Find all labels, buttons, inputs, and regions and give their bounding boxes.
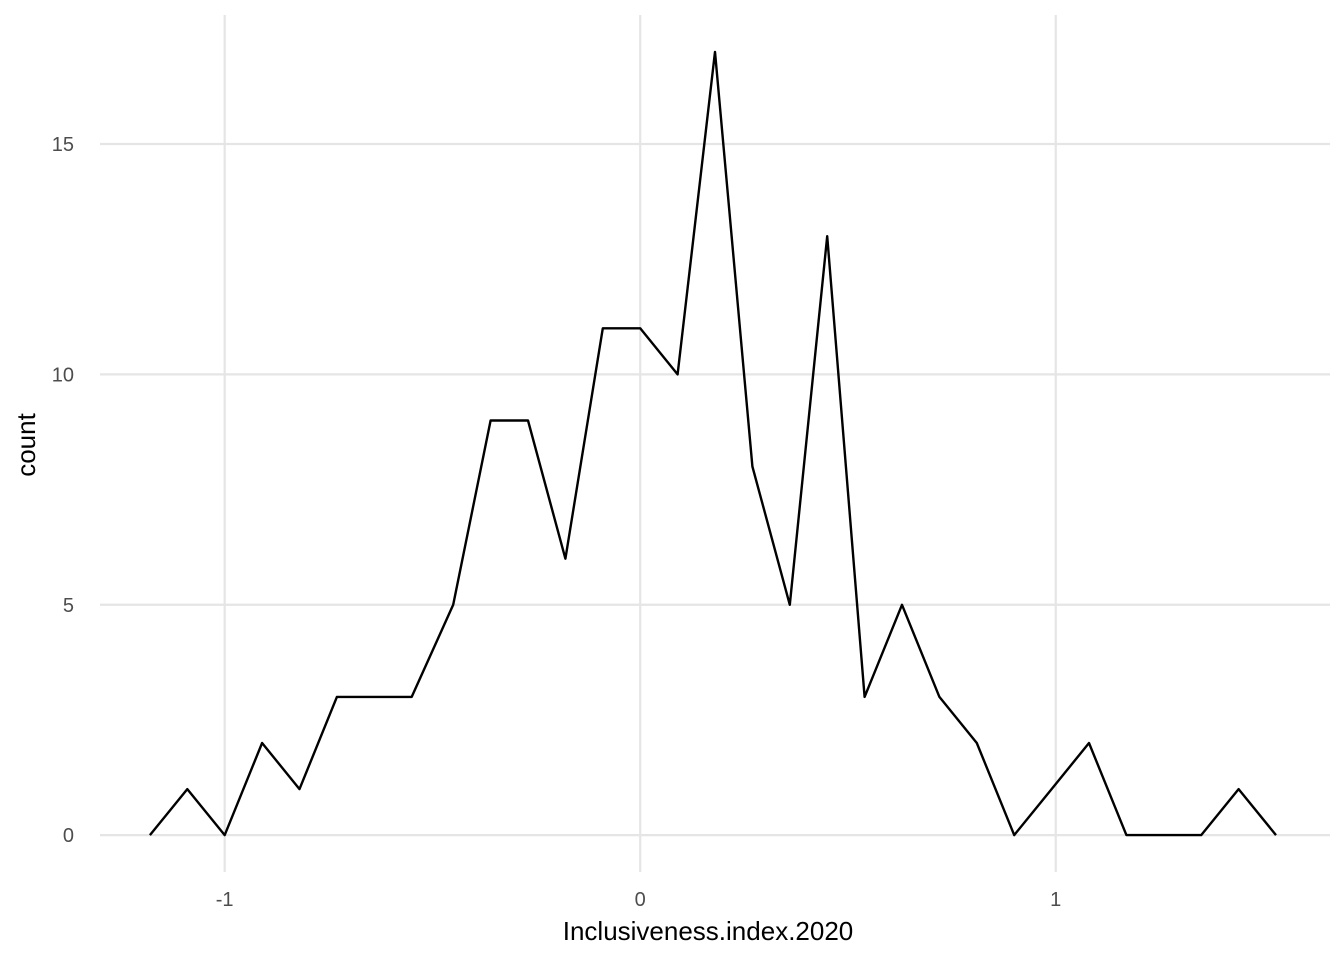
y-tick-label: 5: [63, 595, 74, 617]
y-tick-labels: 0 5 10 15: [52, 134, 74, 847]
y-tick-label: 0: [63, 825, 74, 847]
series-line: [148, 50, 1277, 837]
x-tick-label: -1: [216, 889, 234, 911]
x-tick-labels: -1 0 1: [216, 889, 1062, 911]
series-layer: [148, 50, 1277, 837]
x-tick-label: 1: [1050, 889, 1061, 911]
y-axis-title: count: [11, 412, 41, 476]
y-tick-label: 10: [52, 364, 74, 386]
x-tick-label: 0: [635, 889, 646, 911]
grid-lines: [100, 15, 1330, 872]
x-axis-title: Inclusiveness.index.2020: [563, 916, 854, 946]
y-tick-label: 15: [52, 134, 74, 156]
